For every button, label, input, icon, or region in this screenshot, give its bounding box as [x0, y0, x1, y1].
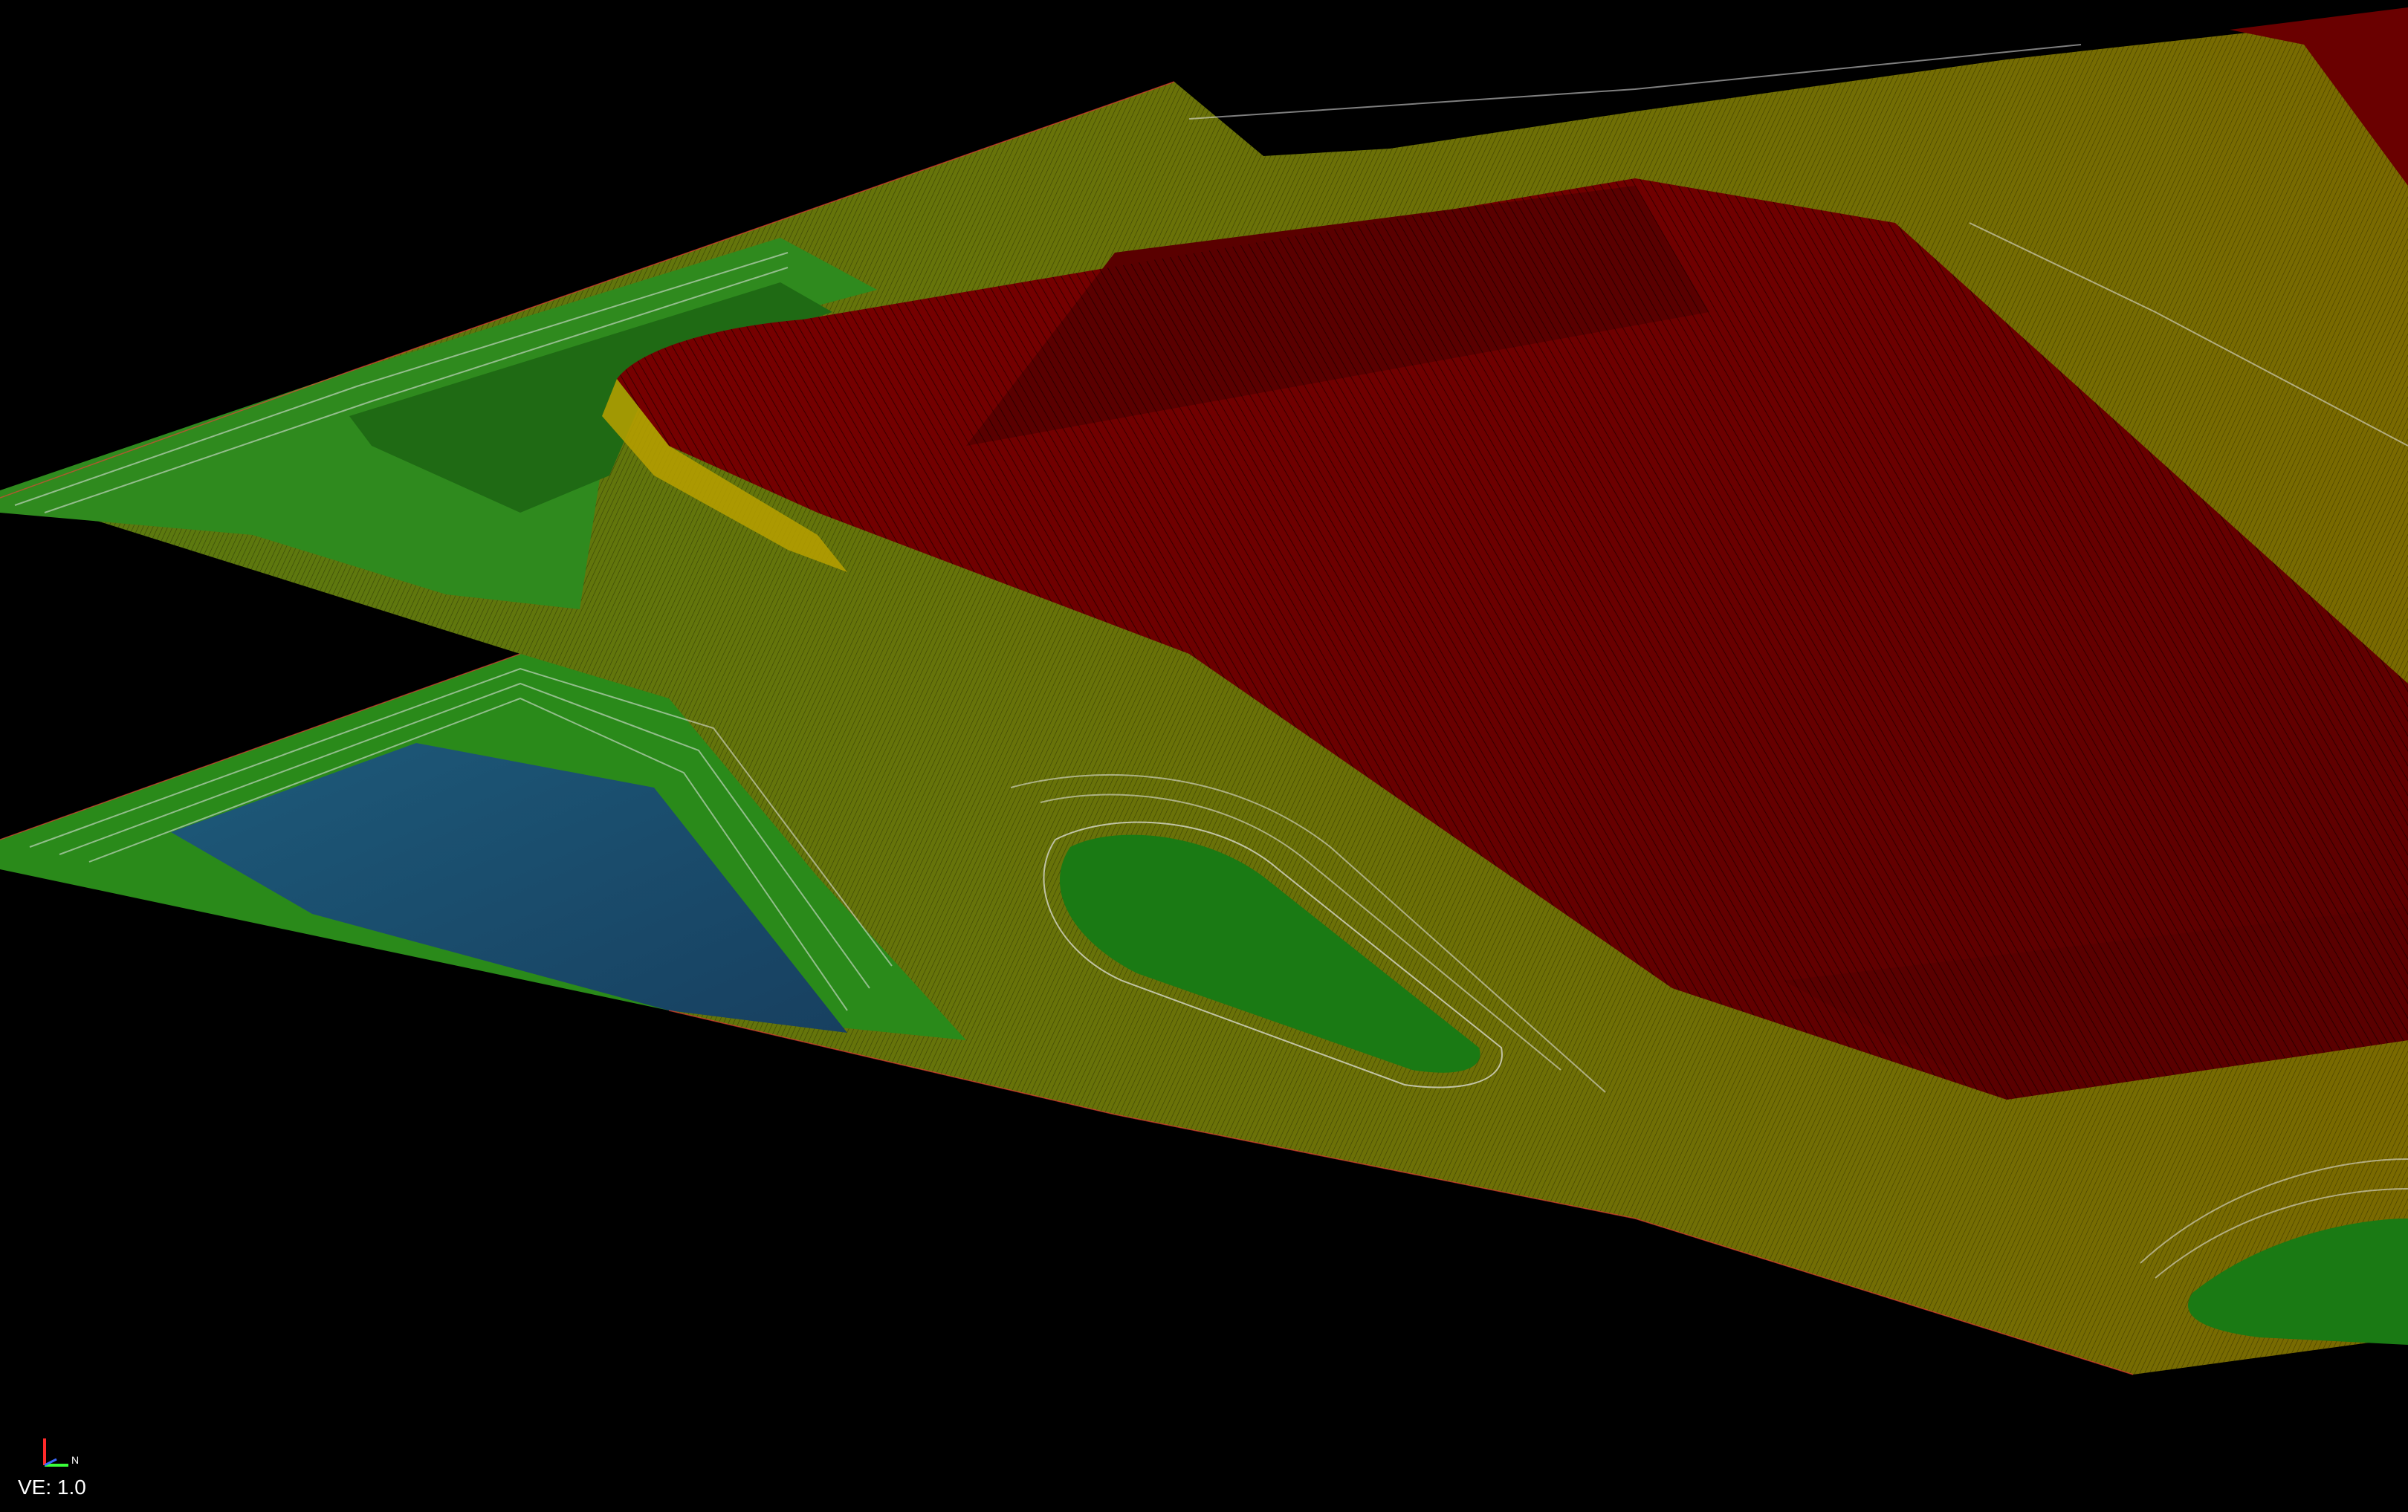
corner-pond [2188, 1219, 2408, 1345]
mesh-edges [0, 81, 2134, 1375]
axis-triad-icon: N [43, 1438, 79, 1467]
x-axis-line [44, 1458, 57, 1467]
contour-lines [14, 44, 2408, 1279]
vertical-exaggeration-label: VE: 1.0 [18, 1476, 86, 1499]
low-basin [171, 743, 847, 1033]
north-label: N [71, 1454, 79, 1466]
mid-pond [1059, 834, 1480, 1073]
